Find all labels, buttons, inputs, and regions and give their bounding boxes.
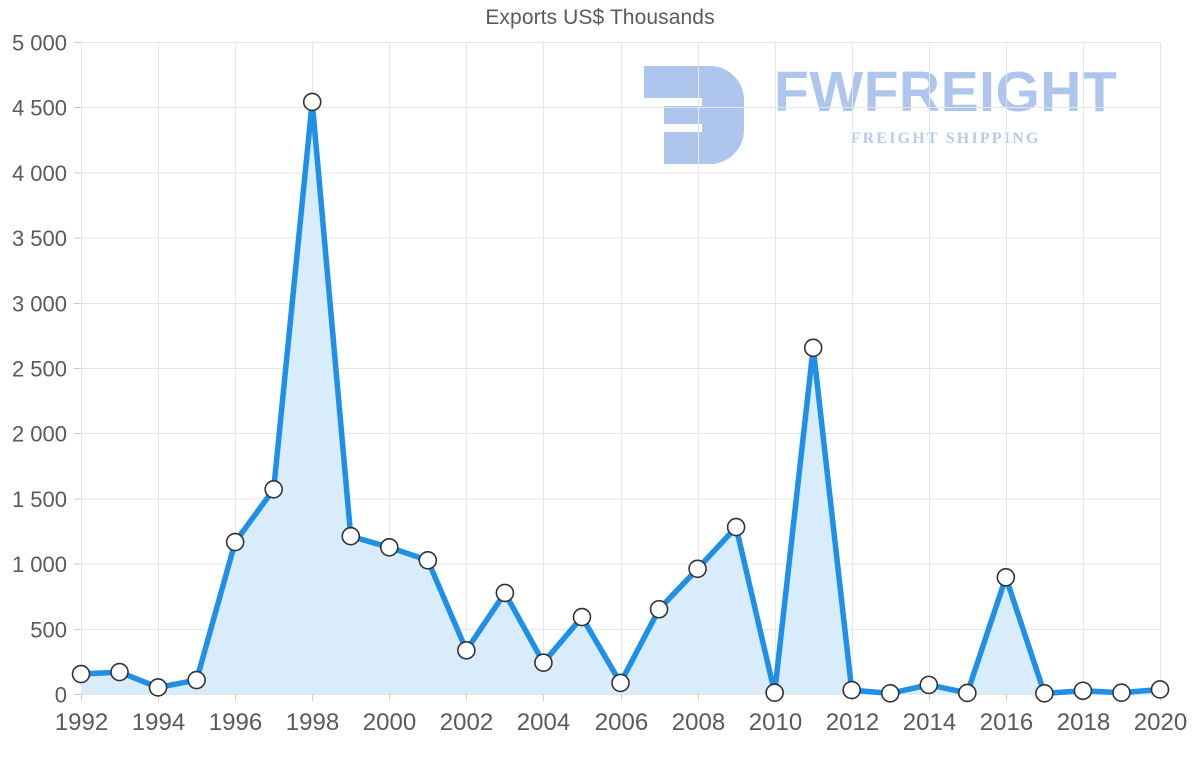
data-point-marker[interactable] — [225, 532, 245, 552]
x-axis-tick-label: 2020 — [1134, 709, 1187, 736]
x-axis-labels: 1992 1994 1996 1998 2000 2002 2004 2006 2008 2010… — [55, 709, 1187, 736]
data-point-marker[interactable] — [457, 641, 476, 660]
x-axis-tick-label: 2000 — [363, 709, 416, 736]
data-point-marker[interactable] — [726, 517, 746, 537]
data-point-marker[interactable] — [803, 338, 823, 358]
data-point-marker[interactable] — [842, 680, 862, 700]
x-axis-tick-label: 2008 — [672, 709, 725, 736]
x-axis-tick-label: 2016 — [980, 709, 1033, 736]
data-point-marker[interactable] — [534, 653, 553, 673]
x-axis-tick-label: 2010 — [749, 709, 802, 736]
y-axis-tick-label: 3 500 — [12, 226, 67, 251]
data-point-marker[interactable] — [264, 479, 283, 499]
y-axis-tick-label: 0 — [55, 683, 67, 708]
series-area-fill — [81, 101, 1160, 695]
data-point-marker[interactable] — [187, 670, 206, 690]
data-point-marker[interactable] — [302, 92, 322, 112]
series-markers — [71, 92, 1170, 703]
data-point-marker[interactable] — [649, 599, 669, 619]
x-axis-tick-label: 2014 — [903, 709, 956, 736]
data-point-marker[interactable] — [611, 673, 630, 693]
x-axis-tick-label: 1996 — [209, 709, 262, 736]
y-axis-tick-label: 4 000 — [12, 161, 67, 186]
data-point-marker[interactable] — [919, 675, 939, 695]
y-axis-tick-label: 2 000 — [12, 422, 67, 447]
x-axis-tick-label: 2012 — [826, 709, 879, 736]
y-axis-tick-label: 4 500 — [12, 96, 67, 121]
y-axis-tick-label: 3 000 — [12, 291, 67, 316]
x-axis-tick-label: 2006 — [595, 709, 648, 736]
data-point-marker[interactable] — [996, 567, 1016, 587]
data-point-marker[interactable] — [1073, 681, 1093, 701]
y-axis-tick-label: 1 500 — [12, 487, 67, 512]
data-point-marker[interactable] — [418, 551, 438, 570]
y-axis-tick-label: 500 — [30, 617, 67, 642]
data-point-marker[interactable] — [765, 683, 784, 703]
data-point-marker[interactable] — [1112, 683, 1131, 703]
y-axis-tick-label: 5 000 — [12, 31, 67, 56]
data-point-marker[interactable] — [148, 678, 168, 697]
x-axis-tickmarks — [81, 694, 1161, 701]
y-axis-tick-label: 2 500 — [12, 357, 67, 382]
y-axis-tick-label: 1 000 — [12, 552, 67, 577]
x-axis-tick-label: 2018 — [1057, 709, 1110, 736]
data-point-marker[interactable] — [880, 684, 900, 703]
data-point-marker[interactable] — [341, 526, 361, 546]
chart-title: Exports US$ Thousands — [485, 6, 715, 29]
y-axis-tickmarks — [74, 42, 81, 695]
data-point-marker[interactable] — [958, 683, 977, 703]
data-point-marker[interactable] — [71, 664, 91, 684]
x-axis-tick-label: 2004 — [517, 709, 570, 736]
data-point-marker[interactable] — [495, 583, 515, 603]
data-point-marker[interactable] — [688, 559, 707, 579]
data-point-marker[interactable] — [572, 607, 592, 627]
x-axis-tick-label: 2002 — [440, 709, 493, 736]
x-axis-tick-label: 1994 — [132, 709, 185, 736]
x-axis-tick-label: 1992 — [55, 709, 108, 736]
data-point-marker[interactable] — [1150, 680, 1170, 699]
data-point-marker[interactable] — [110, 662, 129, 682]
x-axis-tick-label: 1998 — [286, 709, 339, 736]
y-axis-labels: 0 500 1 000 1 500 2 000 2 500 3 000 3 500 4 000 4… — [12, 31, 67, 708]
data-point-marker[interactable] — [1035, 684, 1054, 703]
data-point-marker[interactable] — [379, 537, 399, 557]
